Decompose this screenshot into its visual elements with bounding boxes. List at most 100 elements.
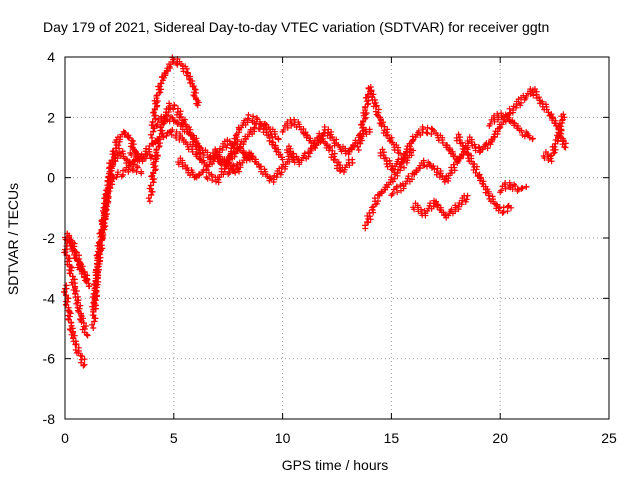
data-point — [176, 111, 183, 118]
data-point — [321, 123, 328, 130]
data-point — [424, 130, 431, 137]
data-point — [169, 126, 176, 133]
data-point — [543, 106, 550, 113]
data-point — [217, 153, 224, 160]
data-point — [448, 169, 455, 176]
data-point — [169, 54, 176, 61]
data-point — [518, 99, 525, 106]
data-point — [551, 143, 558, 150]
data-point — [159, 130, 166, 137]
data-point — [418, 206, 425, 213]
data-point — [105, 184, 112, 191]
data-point — [92, 297, 99, 304]
data-point — [393, 183, 400, 190]
data-point — [329, 134, 336, 141]
data-point — [445, 172, 452, 179]
data-point — [454, 157, 461, 164]
axis-ticks: 0 5 10 15 20 25 -8 -6 -4 -2 0 2 4 — [43, 49, 617, 446]
data-point — [373, 200, 380, 207]
data-point — [300, 130, 307, 137]
data-point — [460, 148, 467, 155]
data-point — [355, 147, 362, 153]
data-point — [518, 127, 525, 134]
data-point — [130, 141, 137, 148]
data-point — [210, 152, 217, 159]
data-point — [476, 144, 483, 151]
series-track-w — [453, 131, 515, 216]
data-point — [238, 124, 245, 131]
data-point — [513, 104, 520, 111]
data-point — [175, 161, 182, 168]
data-point — [80, 319, 87, 326]
y-tick-label: -6 — [43, 351, 56, 367]
series-track-h — [147, 54, 202, 141]
data-point — [358, 137, 365, 144]
data-point — [78, 359, 85, 366]
data-point — [94, 255, 101, 262]
data-point — [193, 89, 200, 96]
data-point — [70, 338, 77, 345]
data-point — [83, 277, 90, 284]
data-point — [413, 167, 420, 174]
data-point — [499, 209, 506, 216]
data-point — [523, 93, 530, 100]
data-point — [345, 148, 352, 155]
data-point — [158, 80, 165, 87]
data-point — [79, 353, 86, 360]
x-tick-label: 10 — [275, 430, 291, 446]
data-point — [76, 266, 83, 273]
data-point — [186, 76, 193, 83]
data-point — [275, 135, 282, 142]
series-track-m — [203, 111, 286, 186]
data-point — [362, 222, 369, 229]
x-tick-label: 5 — [170, 430, 178, 446]
data-point — [512, 182, 519, 189]
data-point — [267, 175, 274, 182]
data-point — [409, 170, 416, 177]
data-point — [372, 103, 379, 110]
data-point — [450, 161, 457, 168]
data-point — [482, 189, 489, 196]
data-point — [190, 132, 197, 139]
data-point — [151, 105, 158, 112]
data-point — [224, 142, 231, 149]
data-point — [96, 249, 103, 256]
data-point — [130, 167, 137, 174]
data-point — [357, 140, 364, 147]
data-point — [149, 118, 156, 125]
data-point — [80, 362, 87, 369]
data-point — [434, 165, 441, 172]
data-point — [257, 163, 264, 170]
data-point — [150, 159, 157, 166]
data-point — [89, 303, 96, 310]
data-point — [519, 184, 526, 191]
data-point — [557, 123, 564, 130]
data-point — [92, 267, 99, 274]
data-point — [239, 159, 246, 166]
data-point — [362, 103, 369, 110]
data-point — [389, 139, 396, 146]
series-track-v — [410, 192, 471, 221]
data-point — [370, 203, 377, 210]
data-point — [548, 152, 555, 159]
data-point — [284, 149, 291, 156]
data-point — [265, 124, 272, 131]
series-track-r — [354, 84, 404, 157]
data-point — [303, 134, 310, 141]
data-point — [77, 302, 84, 309]
data-point — [159, 73, 166, 80]
data-point — [560, 137, 567, 144]
data-point — [160, 133, 167, 140]
data-point — [205, 163, 212, 170]
data-point — [434, 204, 441, 211]
data-point — [487, 120, 494, 127]
data-point — [154, 97, 161, 104]
data-point — [536, 94, 543, 101]
data-point — [408, 152, 415, 159]
data-point — [452, 202, 459, 209]
data-point — [81, 361, 88, 368]
data-point — [495, 205, 502, 212]
data-point — [506, 105, 513, 112]
data-point — [502, 185, 509, 192]
data-point — [227, 150, 234, 157]
